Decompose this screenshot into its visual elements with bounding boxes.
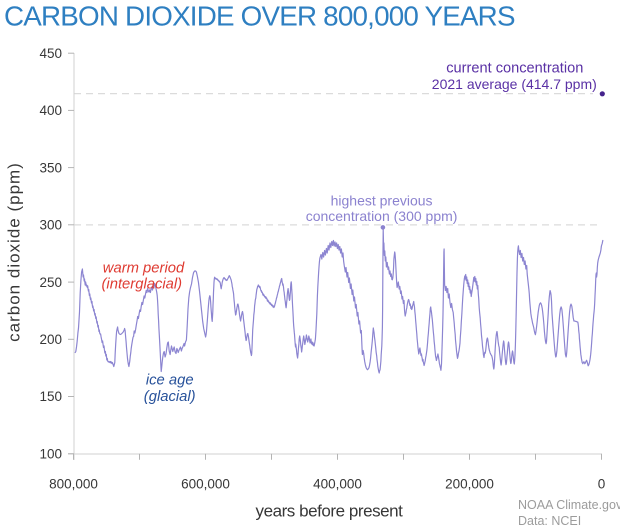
svg-text:concentration (300 ppm): concentration (300 ppm): [306, 208, 458, 224]
svg-text:800,000: 800,000: [49, 477, 98, 492]
svg-text:Data: NCEI: Data: NCEI: [518, 514, 581, 528]
svg-text:0: 0: [598, 477, 606, 492]
svg-text:350: 350: [39, 160, 62, 175]
svg-text:100: 100: [39, 446, 62, 461]
svg-text:200: 200: [39, 332, 62, 347]
svg-text:200,000: 200,000: [445, 477, 494, 492]
svg-text:150: 150: [39, 389, 62, 404]
svg-text:NOAA Climate.gov: NOAA Climate.gov: [518, 498, 620, 512]
svg-text:warm period: warm period: [103, 261, 185, 277]
svg-text:250: 250: [39, 275, 62, 290]
svg-text:carbon dioxide (ppm): carbon dioxide (ppm): [4, 162, 23, 342]
svg-text:600,000: 600,000: [181, 477, 230, 492]
svg-text:2021 average (414.7 ppm): 2021 average (414.7 ppm): [432, 76, 597, 92]
svg-text:(interglacial): (interglacial): [102, 277, 183, 293]
svg-text:CARBON DIOXIDE OVER 800,000 YE: CARBON DIOXIDE OVER 800,000 YEARS: [4, 0, 515, 31]
svg-text:years before present: years before present: [256, 502, 404, 521]
svg-text:400,000: 400,000: [313, 477, 362, 492]
svg-text:300: 300: [39, 218, 62, 233]
svg-text:450: 450: [39, 46, 62, 61]
svg-text:highest previous: highest previous: [331, 193, 433, 209]
svg-text:400: 400: [39, 103, 62, 118]
svg-text:current concentration: current concentration: [446, 61, 583, 77]
svg-text:ice age: ice age: [146, 373, 194, 389]
svg-text:(glacial): (glacial): [144, 389, 196, 405]
